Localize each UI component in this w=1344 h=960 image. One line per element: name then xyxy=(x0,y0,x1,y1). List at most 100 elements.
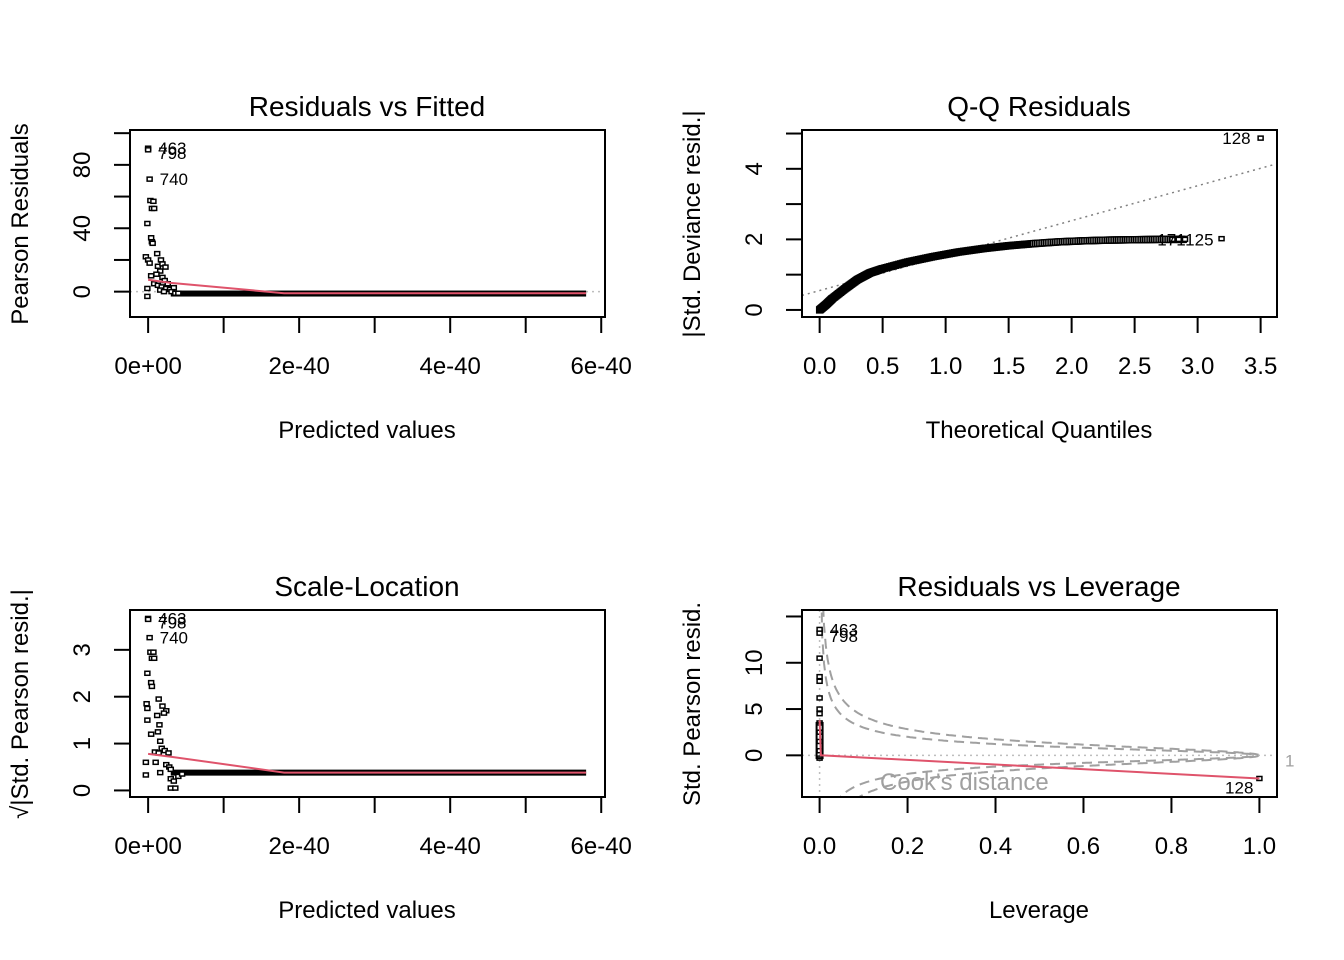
x-tick-label: 0.5 xyxy=(866,353,899,380)
y-axis-label: |Std. Deviance resid.| xyxy=(679,110,706,337)
y-tick-label: 5 xyxy=(741,702,768,715)
panel-title: Residuals vs Fitted xyxy=(249,91,486,122)
data-point xyxy=(143,700,150,707)
point-label: 463 xyxy=(158,609,186,628)
data-point xyxy=(150,198,157,205)
point-label: 798 xyxy=(158,613,186,632)
data-point xyxy=(175,290,182,296)
data-point xyxy=(156,769,164,776)
data-point xyxy=(816,673,823,680)
x-tick-label: 1.0 xyxy=(1243,833,1276,860)
plot-frame xyxy=(801,129,1278,318)
x-tick-label: 4e-40 xyxy=(419,833,480,860)
data-point xyxy=(144,147,152,153)
x-tick-label: 3.0 xyxy=(1181,353,1214,380)
data-point xyxy=(146,260,153,266)
cooks-distance-contour xyxy=(838,754,1259,797)
x-tick-label: 1.0 xyxy=(929,353,962,380)
x-tick-label: 6e-40 xyxy=(571,833,632,860)
x-tick-label: 0.4 xyxy=(979,833,1012,860)
y-tick-label: 0 xyxy=(69,784,96,797)
smoother-line xyxy=(147,752,587,774)
data-point xyxy=(167,766,175,773)
data-point xyxy=(150,205,158,212)
x-tick-label: 4e-40 xyxy=(419,353,480,380)
data-point xyxy=(154,729,162,735)
y-tick-label: 1 xyxy=(69,737,96,750)
data-point xyxy=(144,285,151,292)
data-point xyxy=(816,706,823,712)
data-point xyxy=(146,634,153,641)
point-label: 171 xyxy=(1157,230,1185,249)
plot-area xyxy=(130,145,605,300)
x-axis-label: Predicted values xyxy=(278,897,455,924)
panel-residuals-vs-fitted: Residuals vs Fitted Predicted values Pea… xyxy=(7,91,632,444)
x-tick-label: 2.5 xyxy=(1118,353,1151,380)
data-point xyxy=(144,616,152,623)
data-point xyxy=(142,772,150,778)
data-point xyxy=(159,703,166,709)
data-point xyxy=(160,288,168,295)
y-axis-label: Std. Pearson resid. xyxy=(679,602,706,806)
x-tick-label: 0.6 xyxy=(1067,833,1100,860)
data-point xyxy=(156,268,164,274)
point-label: 128 xyxy=(1225,778,1253,797)
data-point xyxy=(149,240,156,247)
x-tick-label: 0.0 xyxy=(803,833,836,860)
cooks-distance-contour xyxy=(820,610,1259,756)
panel-qq-residuals: Q-Q Residuals Theoretical Quantiles |Std… xyxy=(679,91,1278,444)
data-point xyxy=(152,759,159,766)
data-point xyxy=(816,710,823,717)
y-tick-label: 2 xyxy=(741,233,768,246)
data-point xyxy=(178,771,186,777)
data-point xyxy=(150,655,158,662)
x-tick-label: 0.8 xyxy=(1155,833,1188,860)
data-point xyxy=(816,630,823,636)
plot-frame xyxy=(801,609,1278,798)
panel-residuals-vs-leverage: Residuals vs Leverage Leverage Std. Pear… xyxy=(679,571,1294,924)
data-point xyxy=(816,655,823,661)
y-tick-label: 3 xyxy=(69,643,96,656)
data-point xyxy=(144,717,151,723)
plot-frame xyxy=(129,129,606,318)
data-point xyxy=(1181,236,1189,243)
y-tick-label: 2 xyxy=(69,690,96,703)
data-point xyxy=(148,683,156,690)
x-tick-label: 1.5 xyxy=(992,353,1025,380)
y-tick-label: 4 xyxy=(741,162,768,175)
x-axis-label: Theoretical Quantiles xyxy=(926,417,1153,444)
point-label: 463 xyxy=(830,620,858,639)
panel-title: Q-Q Residuals xyxy=(947,91,1131,122)
point-label: 798 xyxy=(830,627,858,646)
data-point xyxy=(816,678,823,685)
panel-title: Residuals vs Leverage xyxy=(897,571,1180,602)
x-tick-label: 0.0 xyxy=(803,353,836,380)
data-point xyxy=(162,264,169,270)
y-tick-label: 40 xyxy=(69,215,96,242)
point-label: 128 xyxy=(1222,129,1250,148)
data-point xyxy=(150,649,157,655)
panel-title: Scale-Location xyxy=(274,571,459,602)
x-tick-label: 2e-40 xyxy=(268,833,329,860)
data-point xyxy=(160,710,168,716)
x-tick-label: 3.5 xyxy=(1244,353,1277,380)
point-label: 798 xyxy=(158,144,186,163)
panel-scale-location: Scale-Location Predicted values √|Std. P… xyxy=(7,571,632,924)
data-point xyxy=(156,722,163,728)
data-point xyxy=(155,696,162,702)
data-point xyxy=(172,785,179,791)
point-label: 740 xyxy=(160,629,188,648)
data-point xyxy=(153,712,161,719)
x-tick-label: 6e-40 xyxy=(571,353,632,380)
data-point xyxy=(1175,236,1182,243)
smoother-line xyxy=(147,278,587,295)
y-axis-label: √|Std. Pearson resid.| xyxy=(7,589,34,819)
x-tick-label: 0.2 xyxy=(891,833,924,860)
x-tick-label: 2.0 xyxy=(1055,353,1088,380)
data-point xyxy=(144,220,151,227)
cooks-level-label: 1 xyxy=(1285,751,1294,770)
data-point xyxy=(170,778,178,784)
data-point xyxy=(1169,236,1176,243)
cooks-distance-label: Cook's distance xyxy=(880,769,1049,796)
